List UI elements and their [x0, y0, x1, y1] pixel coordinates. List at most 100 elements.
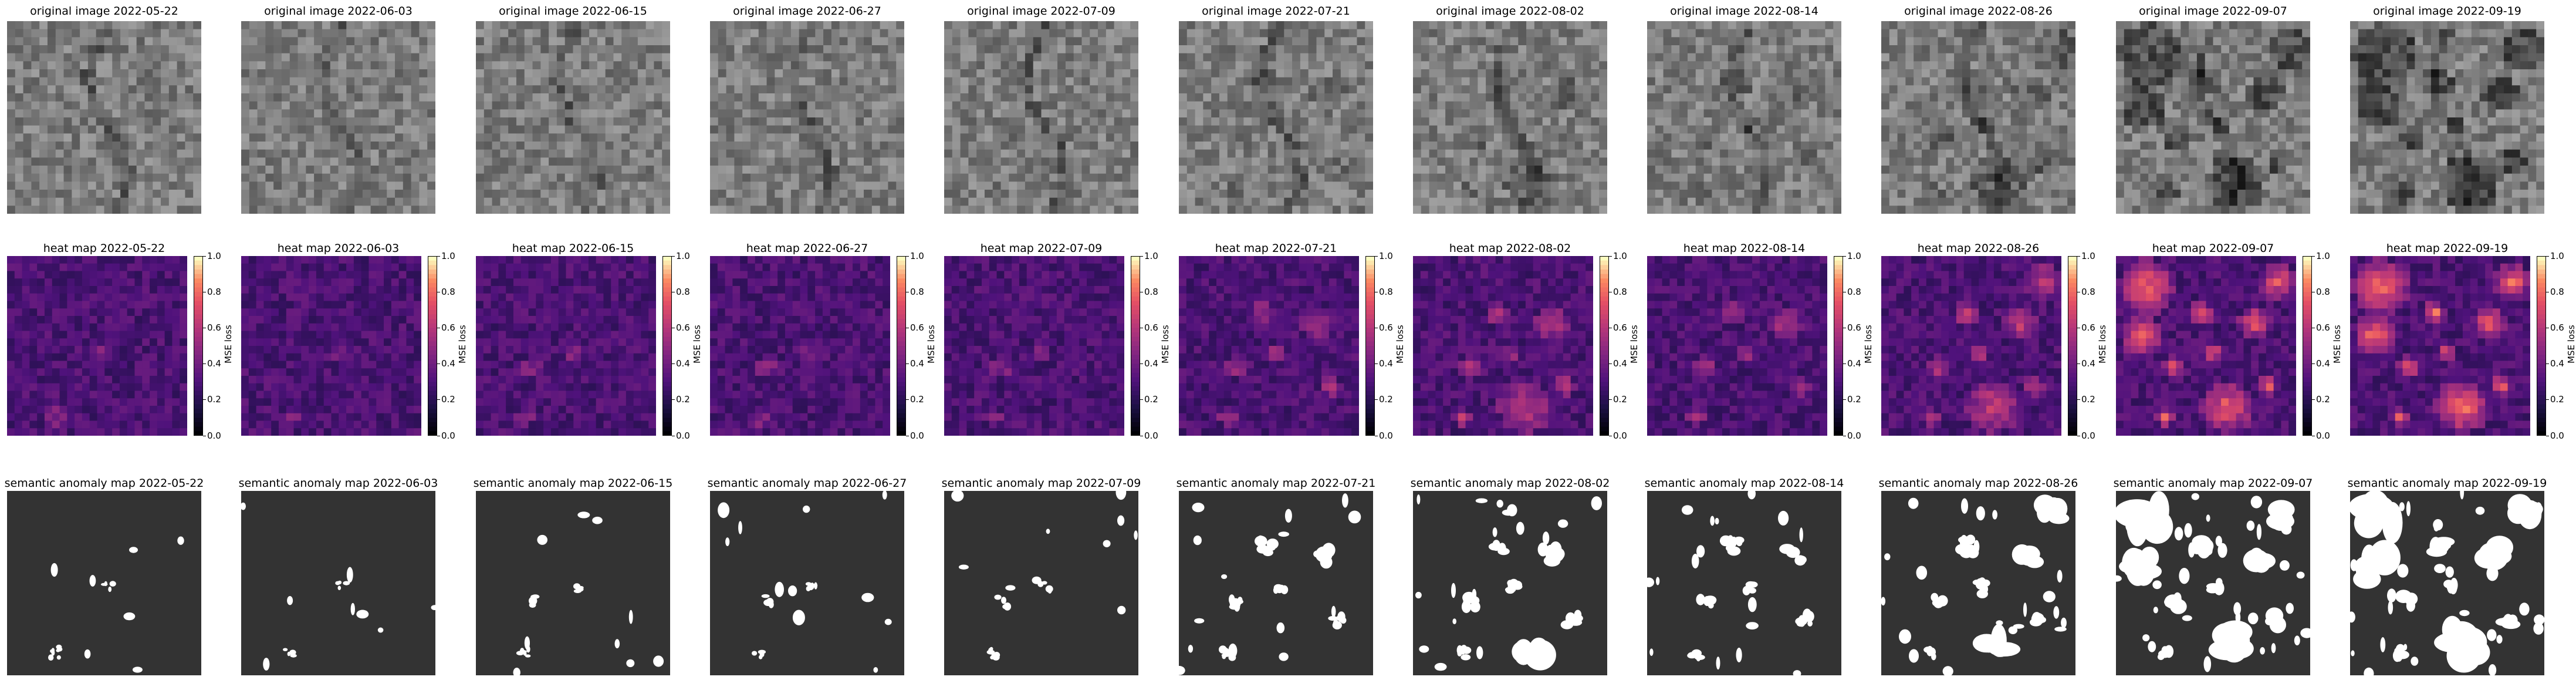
colorbar-tick-label: 0.4: [2081, 358, 2095, 369]
colorbar-label: MSE loss: [2332, 325, 2342, 363]
colorbar: [897, 256, 906, 436]
original-title: original image 2022-06-27: [733, 5, 881, 18]
semantic-title: semantic anomaly map 2022-08-02: [1410, 477, 1610, 490]
colorbar-tick-mark: [1375, 255, 1378, 257]
heat-title: heat map 2022-08-14: [1683, 242, 1806, 255]
colorbar-tick-label: 0.8: [1379, 286, 1393, 297]
colorbar-tick-label: 0.4: [2316, 358, 2330, 369]
heat-map-panel: [2116, 256, 2296, 436]
semantic-title: semantic anomaly map 2022-08-14: [1644, 477, 1844, 490]
colorbar-tick-label: 1.0: [2550, 250, 2564, 261]
colorbar-tick-mark: [1609, 363, 1612, 365]
heat-map-panel: [2350, 256, 2530, 436]
colorbar-tick-label: 0.6: [207, 322, 221, 333]
original-title: original image 2022-06-03: [264, 5, 413, 18]
colorbar-tick-label: 0.6: [441, 322, 455, 333]
colorbar-tick-label: 0.4: [1144, 358, 1158, 369]
heat-map-panel: [1647, 256, 1827, 436]
colorbar-tick-mark: [2546, 255, 2549, 257]
colorbar-tick-label: 0.4: [1847, 358, 1861, 369]
semantic-anomaly-panel: [1179, 491, 1373, 675]
colorbar-tick-label: 0.0: [207, 430, 221, 441]
original-image-panel: [7, 21, 201, 214]
colorbar: [1365, 256, 1375, 436]
colorbar-tick-label: 0.8: [2316, 286, 2330, 297]
colorbar-tick-label: 0.8: [1144, 286, 1158, 297]
colorbar-tick-mark: [2312, 399, 2315, 400]
original-title: original image 2022-09-19: [2373, 5, 2521, 18]
colorbar-label: MSE loss: [1863, 325, 1874, 363]
colorbar-label: MSE loss: [1160, 325, 1171, 363]
colorbar-tick-label: 0.6: [910, 322, 924, 333]
heat-title: heat map 2022-06-27: [746, 242, 868, 255]
colorbar-tick-mark: [2546, 363, 2549, 365]
colorbar-tick-mark: [1609, 255, 1612, 257]
colorbar: [2537, 256, 2546, 436]
colorbar-tick-label: 0.2: [910, 394, 924, 405]
colorbar-tick-label: 0.8: [1613, 286, 1627, 297]
colorbar-tick-label: 0.4: [1379, 358, 1393, 369]
colorbar-tick-label: 1.0: [2316, 250, 2330, 261]
heat-title: heat map 2022-09-19: [2386, 242, 2509, 255]
colorbar-tick-mark: [672, 399, 675, 400]
colorbar-tick-label: 0.2: [1144, 394, 1158, 405]
colorbar-tick-label: 0.4: [910, 358, 924, 369]
semantic-anomaly-panel: [1413, 491, 1607, 675]
colorbar-tick-label: 0.2: [1379, 394, 1393, 405]
semantic-anomaly-panel: [241, 491, 435, 675]
heat-map-panel: [476, 256, 656, 436]
colorbar-tick-label: 0.2: [207, 394, 221, 405]
colorbar-tick-label: 0.0: [1847, 430, 1861, 441]
original-title: original image 2022-08-14: [1670, 5, 1818, 18]
colorbar-tick-mark: [1843, 363, 1846, 365]
heat-map-panel: [7, 256, 187, 436]
colorbar-tick-mark: [2312, 363, 2315, 365]
colorbar: [1834, 256, 1843, 436]
heat-map-panel: [1179, 256, 1359, 436]
semantic-anomaly-panel: [1647, 491, 1841, 675]
colorbar-tick-mark: [2312, 255, 2315, 257]
heat-map-panel: [1881, 256, 2061, 436]
colorbar-tick-label: 0.6: [2316, 322, 2330, 333]
semantic-anomaly-panel: [476, 491, 670, 675]
original-image-panel: [1179, 21, 1373, 214]
colorbar-label: MSE loss: [2566, 325, 2576, 363]
colorbar-tick-label: 1.0: [441, 250, 455, 261]
colorbar-tick-label: 1.0: [1613, 250, 1627, 261]
colorbar: [662, 256, 672, 436]
colorbar-tick-label: 0.4: [676, 358, 690, 369]
colorbar-tick-label: 1.0: [1379, 250, 1393, 261]
colorbar-tick-label: 1.0: [910, 250, 924, 261]
colorbar-tick-label: 0.0: [1379, 430, 1393, 441]
colorbar: [194, 256, 203, 436]
semantic-anomaly-panel: [710, 491, 904, 675]
original-image-panel: [241, 21, 435, 214]
colorbar-tick-mark: [437, 399, 440, 400]
colorbar-tick-label: 0.8: [441, 286, 455, 297]
original-title: original image 2022-09-07: [2139, 5, 2287, 18]
colorbar-tick-label: 1.0: [207, 250, 221, 261]
colorbar-tick-mark: [906, 363, 909, 365]
colorbar-tick-mark: [1609, 399, 1612, 400]
colorbar-tick-mark: [1375, 399, 1378, 400]
colorbar-tick-label: 0.6: [2550, 322, 2564, 333]
colorbar-tick-label: 0.0: [910, 430, 924, 441]
original-image-panel: [710, 21, 904, 214]
colorbar-tick-label: 0.4: [1613, 358, 1627, 369]
colorbar-tick-mark: [672, 363, 675, 365]
colorbar-label: MSE loss: [1629, 325, 1639, 363]
colorbar-tick-label: 0.6: [1613, 322, 1627, 333]
colorbar-tick-label: 0.8: [910, 286, 924, 297]
colorbar-tick-mark: [2077, 399, 2080, 400]
semantic-title: semantic anomaly map 2022-09-07: [2113, 477, 2313, 490]
colorbar-tick-label: 0.2: [676, 394, 690, 405]
original-title: original image 2022-07-09: [967, 5, 1115, 18]
colorbar-tick-mark: [1140, 363, 1143, 365]
colorbar-tick-mark: [2077, 255, 2080, 257]
colorbar-tick-mark: [2546, 399, 2549, 400]
heat-title: heat map 2022-06-03: [277, 242, 400, 255]
colorbar: [1131, 256, 1140, 436]
colorbar-label: MSE loss: [926, 325, 937, 363]
colorbar-tick-label: 0.0: [1613, 430, 1627, 441]
heat-title: heat map 2022-05-22: [43, 242, 165, 255]
